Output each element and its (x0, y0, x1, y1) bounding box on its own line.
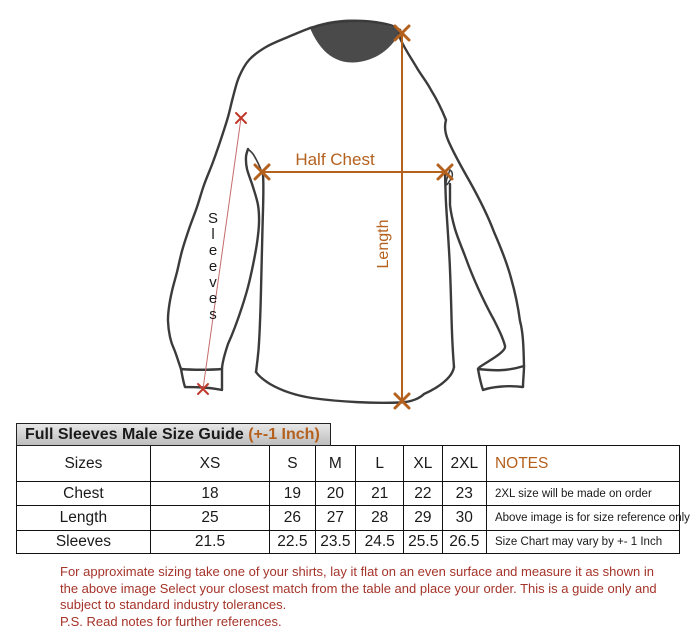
svg-text:v: v (209, 274, 217, 291)
svg-text:e: e (209, 290, 217, 307)
svg-text:e: e (209, 242, 217, 259)
svg-text:Half Chest: Half Chest (295, 150, 375, 169)
svg-text:l: l (211, 226, 214, 243)
svg-text:Length: Length (375, 220, 392, 269)
svg-text:e: e (209, 258, 217, 275)
svg-text:S: S (208, 210, 218, 227)
svg-text:s: s (209, 306, 217, 323)
